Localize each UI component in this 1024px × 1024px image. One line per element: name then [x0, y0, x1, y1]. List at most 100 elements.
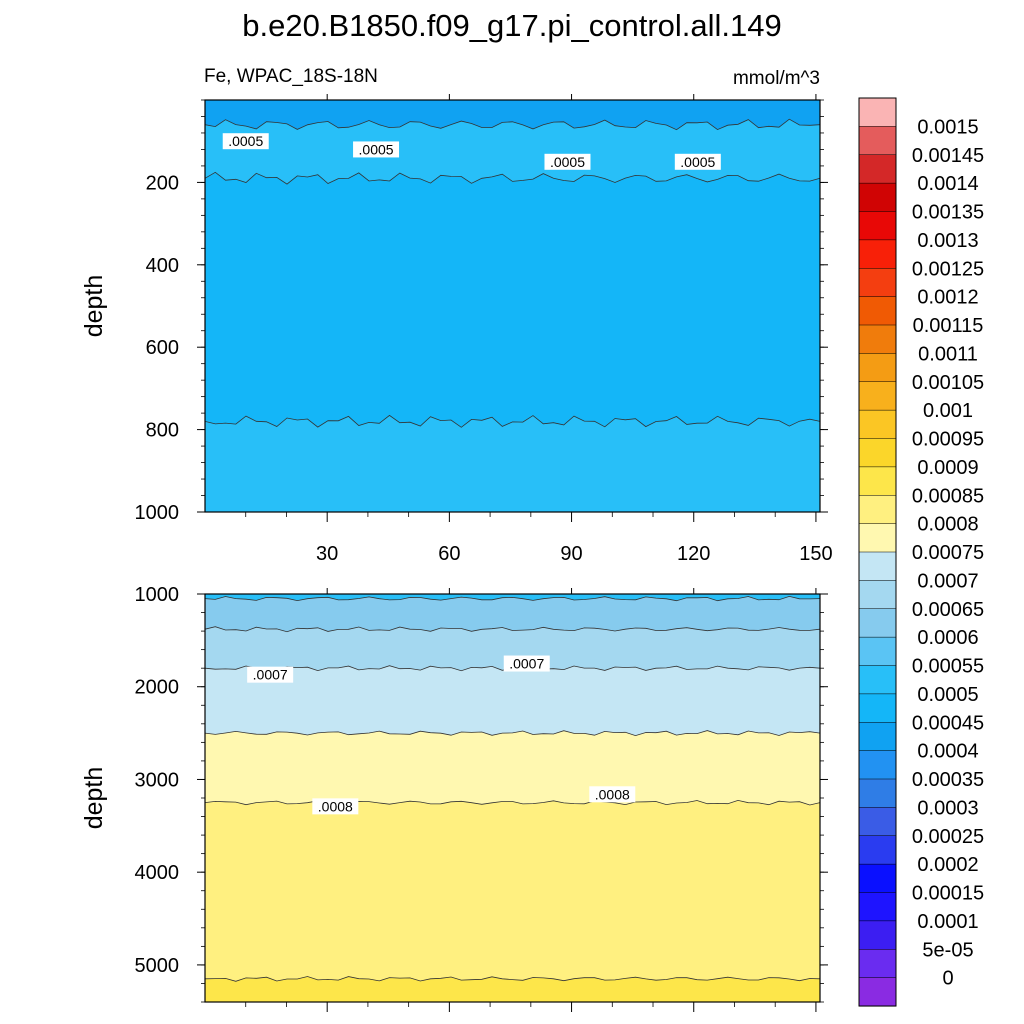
contour-label: .0007: [509, 656, 544, 672]
y-tick-label: 600: [146, 337, 179, 359]
colorbar-label: 0.00115: [913, 315, 984, 337]
y-tick-label: 800: [146, 420, 179, 442]
y-tick-label: 1000: [135, 584, 180, 606]
colorbar-box: [858, 438, 897, 468]
colorbar-label: 0.0015: [917, 116, 978, 138]
contour-label: .0005: [359, 141, 394, 157]
y-axis-label: depth: [80, 275, 108, 338]
colorbar-box: [858, 949, 897, 979]
colorbar-label: 0.0006: [917, 627, 978, 649]
contour-band: [205, 100, 820, 130]
colorbar-label: 0.00045: [912, 712, 984, 734]
colorbar-box: [858, 409, 897, 440]
contour-label: .0005: [550, 154, 585, 170]
upper-panel: .0005 .0005 .0005 .0005 200 400 600 800 1000 30 60…: [80, 94, 833, 565]
y-tick-label: 1000: [135, 502, 180, 524]
y-tick-label: 400: [146, 255, 179, 277]
contour-label: .0008: [595, 786, 630, 802]
x-tick-label: 90: [560, 543, 582, 565]
colorbar-box: [858, 977, 897, 1007]
colorbar-box: [858, 835, 897, 865]
colorbar-box: [858, 920, 897, 950]
colorbar-box: [858, 807, 897, 837]
contour-line: [204, 171, 821, 185]
x-tick-label: 60: [438, 543, 460, 565]
contour-label-box: [544, 153, 591, 170]
contour-line: [204, 976, 821, 982]
colorbar-box: [858, 126, 897, 156]
colorbar-label: 0.0014: [917, 173, 978, 195]
y-tick-label: 3000: [135, 769, 180, 791]
colorbar-label: 5e-05: [922, 939, 973, 961]
colorbar-box: [858, 239, 897, 269]
colorbar-box: [858, 750, 897, 780]
plot-frame: [204, 99, 821, 513]
colorbar-label: 0.00145: [912, 145, 984, 167]
colorbar-frame: [858, 97, 897, 1007]
colorbar-box: [858, 97, 897, 127]
colorbar-label: 0.00085: [912, 485, 984, 507]
contour-label: .0008: [318, 798, 353, 814]
colorbar-label: 0.0009: [917, 457, 978, 479]
x-tick-label: 150: [799, 543, 832, 565]
colorbar-label: 0.0004: [917, 741, 978, 763]
colorbar-box: [858, 722, 897, 752]
colorbar-box: [858, 211, 897, 241]
contour-label-box: [222, 133, 269, 150]
y-tick-label: 200: [146, 172, 179, 194]
contour-label: .0007: [253, 667, 288, 683]
colorbar-box: [858, 268, 897, 298]
colorbar-box: [858, 608, 897, 638]
colorbar-label: 0.00075: [912, 542, 984, 564]
colorbar-label: 0.0001: [917, 911, 978, 933]
contour-label-box: [312, 798, 359, 815]
contour-label: .0005: [228, 133, 263, 149]
colorbar-box: [858, 154, 897, 184]
contour-label-box: [353, 141, 400, 158]
colorbar-label: 0.0002: [917, 854, 978, 876]
y-tick-label: 2000: [135, 677, 180, 699]
contour-band: [205, 800, 820, 982]
contour-band: [205, 172, 820, 428]
colorbar-label: 0.00095: [912, 429, 984, 451]
contour-line: [204, 626, 821, 633]
colorbar-label: 0.001: [923, 400, 973, 422]
contour-band: [205, 415, 820, 512]
y-tick-label: 5000: [135, 955, 180, 977]
variable-region-label: Fe, WPAC_18S-18N: [204, 66, 378, 87]
contour-line: [204, 730, 821, 737]
colorbar-box: [858, 523, 897, 553]
colorbar-box: [858, 778, 897, 808]
colorbar-box: [858, 580, 897, 610]
contour-line: [204, 595, 821, 602]
colorbar-box: [858, 892, 897, 922]
contour-label-box: [674, 153, 721, 170]
lower-panel: .0007 .0007 .0008 .0008 1000 2000 3000 4000 5000…: [80, 584, 828, 1012]
colorbar: 0 5e-05 0.0001 0.00015 0.0002 0.00025 0.0003 0.…: [858, 97, 984, 1007]
colorbar-label: 0.00105: [912, 372, 984, 394]
colorbar-label: 0.0005: [917, 684, 978, 706]
contour-band: [205, 119, 820, 185]
colorbar-box: [858, 466, 897, 496]
colorbar-label: 0.0003: [917, 797, 978, 819]
contour-label-box: [589, 786, 636, 803]
contour-band: [205, 665, 820, 736]
colorbar-box: [858, 693, 897, 723]
contour-band: [205, 596, 820, 632]
colorbar-label: 0.00025: [912, 826, 984, 848]
colorbar-label: 0.0008: [917, 514, 978, 536]
y-tick-label: 4000: [135, 862, 180, 884]
contour-line: [204, 414, 821, 428]
colorbar-label: 0.00125: [912, 258, 984, 280]
colorbar-box: [858, 182, 897, 213]
colorbar-label: 0.0011: [918, 343, 978, 365]
units-label: mmol/m^3: [733, 68, 820, 89]
figure-title: b.e20.B1850.f09_g17.pi_control.all.149: [242, 8, 782, 43]
colorbar-label: 0.00015: [912, 883, 984, 905]
colorbar-box: [858, 324, 897, 354]
contour-label-box: [247, 666, 294, 683]
contour-band: [205, 730, 820, 805]
colorbar-label: 0.0013: [917, 230, 978, 252]
contour-band: [205, 626, 820, 671]
